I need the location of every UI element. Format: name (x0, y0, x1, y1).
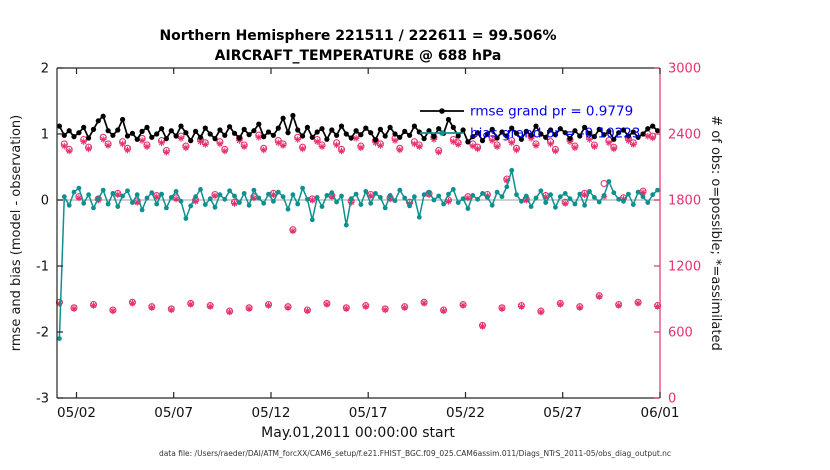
obs-possible-markers (55, 130, 662, 329)
bias-series (57, 167, 660, 341)
svg-text:05/17: 05/17 (349, 405, 388, 421)
legend-entry-bias: bias grand pr = -0.10223 (420, 126, 640, 142)
svg-text:05/12: 05/12 (252, 405, 291, 421)
chart-title-line2: AIRCRAFT_TEMPERATURE @ 688 hPa (215, 48, 502, 64)
svg-text:05/07: 05/07 (154, 405, 193, 421)
plot-area: -3 -2 -1 0 1 2 0 600 1200 1800 2400 3000 05/02 05/07 0… (36, 62, 701, 422)
svg-text:05/22: 05/22 (446, 405, 485, 421)
data-file-footer: data file: /Users/raeder/DAI/ATM_forcXX/… (159, 449, 671, 458)
svg-text:-1: -1 (36, 260, 49, 275)
svg-text:0: 0 (41, 194, 49, 209)
left-axis-label: rmse and bias (model - observation) (9, 115, 24, 351)
legend: rmse grand pr = 0.9779 bias grand pr = -0… (420, 104, 640, 142)
right-axis-label: # of obs: o=possible; *=assimilated (708, 115, 723, 350)
svg-text:1200: 1200 (668, 260, 701, 275)
x-axis-label: May.01,2011 00:00:00 start (261, 425, 455, 441)
chart-title-line1: Northern Hemisphere 221511 / 222611 = 99… (159, 28, 556, 44)
svg-text:2: 2 (41, 62, 49, 77)
obs-assimilated-markers (56, 132, 661, 330)
rmse-series (56, 112, 661, 145)
svg-text:0: 0 (668, 392, 676, 407)
svg-text:05/02: 05/02 (57, 405, 96, 421)
svg-text:1800: 1800 (668, 194, 701, 209)
svg-text:05/27: 05/27 (543, 405, 582, 421)
svg-text:-2: -2 (36, 326, 49, 341)
svg-text:bias grand pr = -0.10223: bias grand pr = -0.10223 (470, 126, 640, 142)
svg-text:06/01: 06/01 (641, 405, 680, 421)
axes-box (56, 67, 661, 399)
svg-text:3000: 3000 (668, 62, 701, 77)
svg-text:1: 1 (41, 128, 49, 143)
svg-text:rmse grand pr = 0.9779: rmse grand pr = 0.9779 (470, 104, 633, 120)
axis-ticks: -3 -2 -1 0 1 2 0 600 1200 1800 2400 3000 05/02 05/07 0… (36, 62, 701, 422)
svg-text:-3: -3 (36, 392, 49, 407)
svg-text:2400: 2400 (668, 128, 701, 143)
legend-entry-rmse: rmse grand pr = 0.9779 (420, 104, 633, 120)
svg-text:600: 600 (668, 326, 693, 341)
